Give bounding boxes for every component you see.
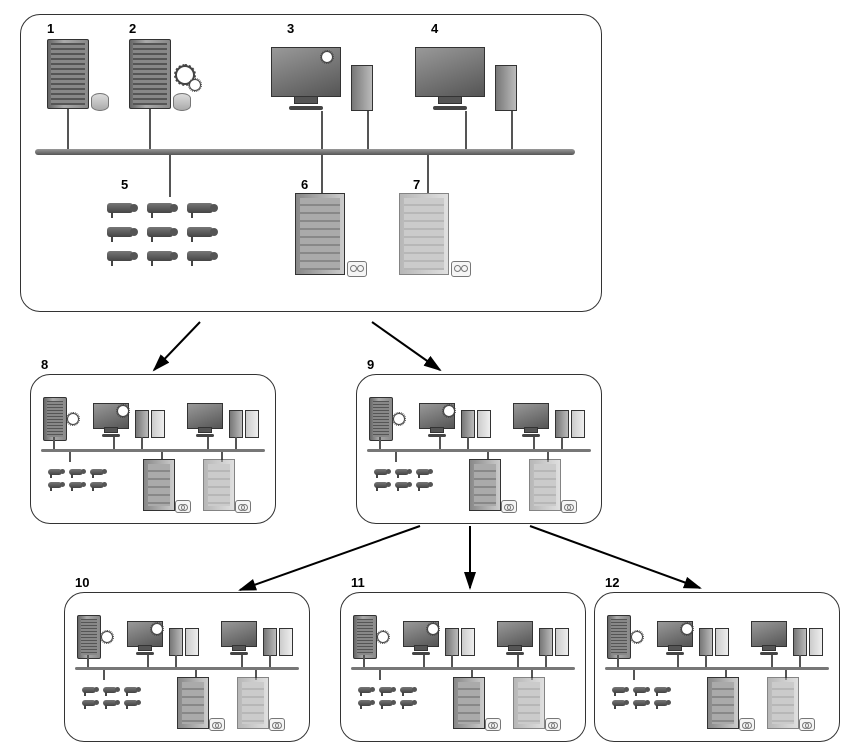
network-bus [351,667,575,670]
connector-line [241,655,243,667]
camera-group-icon [371,467,433,490]
connector-line [379,437,381,449]
connector-line [705,655,707,667]
connector-line [395,452,397,462]
diagram-canvas: 1 2 3 4 5 6 7 [10,10,842,744]
network-bus [41,449,265,452]
server-icon [369,397,393,441]
connector-line [103,670,105,680]
server-icon [353,615,377,659]
connector-line [517,655,519,667]
connector-line [633,670,635,680]
workstation-icon [751,621,787,647]
storage-icon [529,459,561,511]
network-bus [605,667,829,670]
workstation-icon [93,403,129,429]
connector-line [771,655,773,667]
connector-line [439,437,441,449]
connector-line [561,437,563,449]
network-bus [367,449,591,452]
child-site-label: 8 [41,357,48,372]
storage-icon [237,677,269,729]
connector-line [147,655,149,667]
storage-icon [453,677,485,729]
storage-icon [707,677,739,729]
connector-line [113,437,115,449]
server-icon [77,615,101,659]
storage-icon [469,459,501,511]
storage-icon [203,459,235,511]
storage-icon [143,459,175,511]
connector-line [269,655,271,667]
child-site-box: 10 [64,592,310,742]
connector-line [379,670,381,680]
child-site-box: 11 [340,592,586,742]
connector-line [533,437,535,449]
connector-line [207,437,209,449]
connector-line [451,655,453,667]
connector-line [141,437,143,449]
child-site-label: 10 [75,575,89,590]
storage-icon [177,677,209,729]
child-site-label: 12 [605,575,619,590]
connector-line [545,655,547,667]
connector-line [423,655,425,667]
connector-line [69,452,71,462]
workstation-icon [127,621,163,647]
connector-line [617,655,619,667]
connector-line [175,655,177,667]
server-icon [607,615,631,659]
child-site-label: 11 [351,575,365,590]
connector-line [363,655,365,667]
camera-group-icon [355,685,417,708]
workstation-icon [187,403,223,429]
workstation-icon [513,403,549,429]
child-site-box: 9 [356,374,602,524]
connector-line [87,655,89,667]
server-icon [43,397,67,441]
workstation-icon [497,621,533,647]
connector-line [235,437,237,449]
connector-line [53,437,55,449]
camera-group-icon [45,467,107,490]
camera-group-icon [609,685,671,708]
workstation-icon [403,621,439,647]
child-site-label: 9 [367,357,374,372]
workstation-icon [419,403,455,429]
storage-icon [513,677,545,729]
workstation-icon [221,621,257,647]
workstation-icon [657,621,693,647]
child-site-box: 12 [594,592,840,742]
connector-line [677,655,679,667]
camera-group-icon [79,685,141,708]
network-bus [75,667,299,670]
connector-line [467,437,469,449]
child-site-box: 8 [30,374,276,524]
connector-line [799,655,801,667]
storage-icon [767,677,799,729]
